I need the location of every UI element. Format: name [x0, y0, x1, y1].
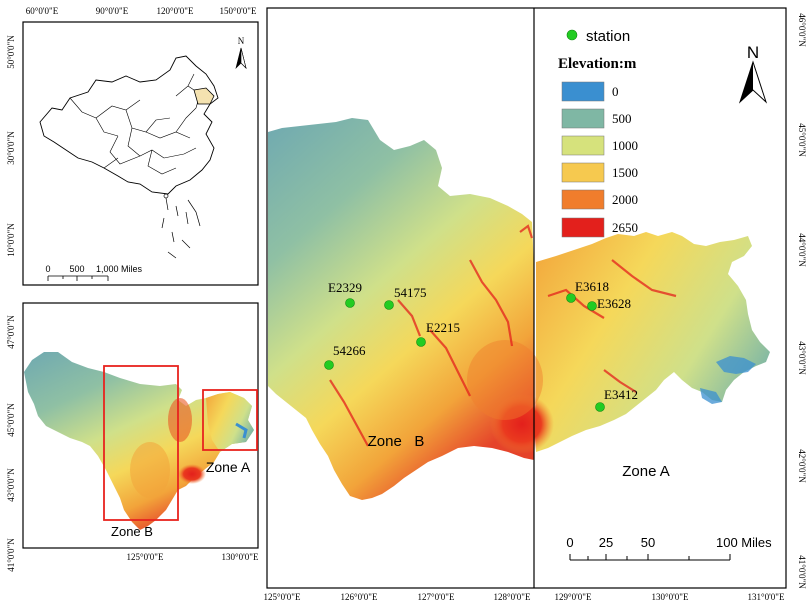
china-top-tick-0: 60°0'0"E: [26, 6, 59, 16]
legend-station-label: station: [586, 28, 630, 45]
station-label-54266: 54266: [333, 343, 366, 358]
region-left-tick-0: 47°0'0"N: [6, 315, 16, 349]
legend-swatch-1000: [561, 135, 605, 156]
region-mid-highlands: [130, 442, 170, 498]
region-coast-water: [235, 422, 248, 439]
legend-class-1500: 1500: [612, 165, 638, 180]
main-right-tick-0: 46°0'0"N: [797, 13, 807, 47]
main-right-tick-1: 45°0'0"N: [797, 123, 807, 157]
main-bottom-tick-4: 129°0'0"E: [555, 592, 592, 602]
china-left-tick-1: 30°0'0"N: [6, 131, 16, 165]
svg-text:100 Miles: 100 Miles: [716, 535, 772, 550]
zone-b-label: Zone B: [368, 433, 425, 450]
legend-swatch-500: [561, 108, 605, 129]
station-e2329: [345, 298, 355, 308]
legend-class-1000: 1000: [612, 138, 638, 153]
svg-text:1,000 Miles: 1,000 Miles: [96, 264, 143, 274]
inset-region: 47°0'0"N 45°0'0"N 43°0'0"N 41°0'0"N 125°…: [6, 302, 259, 572]
region-zone-b-label: Zone B: [111, 524, 153, 539]
main-bottom-tick-2: 127°0'0"E: [418, 592, 455, 602]
svg-text:N: N: [747, 43, 759, 62]
main-high-peak: [490, 394, 554, 454]
region-zone-a-label: Zone A: [206, 459, 251, 475]
legend-class-0: 0: [612, 84, 619, 99]
svg-text:N: N: [238, 36, 245, 46]
station-e2215: [416, 337, 426, 347]
region-ridge: [168, 398, 192, 442]
region-left-tick-3: 41°0'0"N: [6, 538, 16, 572]
inset-china: 60°0'0"E 90°0'0"E 120°0'0"E 150°0'0"E 50…: [6, 6, 259, 286]
south-china-sea-islands: [161, 193, 201, 259]
legend-class-2000: 2000: [612, 192, 638, 207]
region-terrain: [24, 352, 254, 530]
legend-class-500: 500: [612, 111, 632, 126]
main-bottom-tick-5: 130°0'0"E: [652, 592, 689, 602]
main-right-tick-4: 42°0'0"N: [797, 449, 807, 483]
station-label-54175: 54175: [394, 285, 427, 300]
main-lowland-water: [700, 356, 756, 404]
china-outline: [39, 55, 219, 195]
svg-text:25: 25: [599, 535, 613, 550]
svg-text:0: 0: [566, 535, 573, 550]
legend-class-2650: 2650: [612, 220, 638, 235]
svg-text:50: 50: [641, 535, 655, 550]
main-bottom-tick-3: 128°0'0"E: [494, 592, 531, 602]
china-north-arrow: N: [235, 36, 247, 69]
region-east-terrain: [206, 392, 254, 452]
legend-swatch-2000: [561, 189, 605, 210]
china-highlight-region: [193, 87, 215, 105]
region-high-peak: [178, 464, 206, 484]
region-left-tick-2: 43°0'0"N: [6, 468, 16, 502]
station-54266: [324, 360, 334, 370]
station-label-e3412: E3412: [604, 387, 638, 402]
china-left-tick-0: 50°0'0"N: [6, 35, 16, 69]
svg-text:0: 0: [45, 264, 50, 274]
station-e3628: [587, 301, 597, 311]
china-left-tick-2: 10°0'0"N: [6, 223, 16, 257]
main-north-arrow: N: [738, 43, 768, 104]
legend-swatch-1500: [561, 162, 605, 183]
station-label-e3628: E3628: [597, 296, 631, 311]
main-right-tick-3: 43°0'0"N: [797, 341, 807, 375]
main-peak-slopes: [467, 340, 543, 420]
main-scale-bar: 0 25 50 100 Miles: [566, 535, 772, 561]
svg-text:500: 500: [69, 264, 84, 274]
legend-swatches: [561, 81, 605, 238]
legend: station Elevation:m 0 500 1000 1500 2000…: [558, 28, 638, 238]
station-54175: [384, 300, 394, 310]
region-bottom-tick-1: 130°0'0"E: [222, 552, 259, 562]
station-label-e3618: E3618: [575, 279, 609, 294]
legend-title: Elevation:m: [558, 56, 637, 72]
zone-a-label: Zone A: [622, 463, 670, 480]
station-label-e2215: E2215: [426, 320, 460, 335]
zone-b-terrain: [268, 118, 534, 500]
china-scale-bar: 0 500 1,000 Miles: [45, 264, 143, 281]
station-e3618: [566, 293, 576, 303]
main-right-tick-5: 41°0'0"N: [797, 555, 807, 589]
main-bottom-tick-1: 126°0'0"E: [341, 592, 378, 602]
zone-b-box: [103, 365, 179, 521]
main-right-tick-2: 44°0'0"N: [797, 233, 807, 267]
main-bottom-tick-6: 131°0'0"E: [748, 592, 785, 602]
china-top-tick-3: 150°0'0"E: [220, 6, 257, 16]
main-bottom-tick-0: 125°0'0"E: [264, 592, 301, 602]
station-markers: [324, 293, 605, 412]
station-e3412: [595, 402, 605, 412]
legend-swatch-2650: [561, 217, 605, 238]
china-top-tick-1: 90°0'0"E: [96, 6, 129, 16]
legend-swatch-0: [561, 81, 605, 102]
station-label-e2329: E2329: [328, 280, 362, 295]
region-left-tick-1: 45°0'0"N: [6, 403, 16, 437]
zone-a-box: [202, 389, 258, 451]
region-bottom-tick-0: 125°0'0"E: [127, 552, 164, 562]
legend-station-symbol: [566, 29, 578, 41]
main-map: Zone B Zone A E2329 54175 E2215 54266 E3…: [264, 7, 807, 602]
china-top-tick-2: 120°0'0"E: [157, 6, 194, 16]
